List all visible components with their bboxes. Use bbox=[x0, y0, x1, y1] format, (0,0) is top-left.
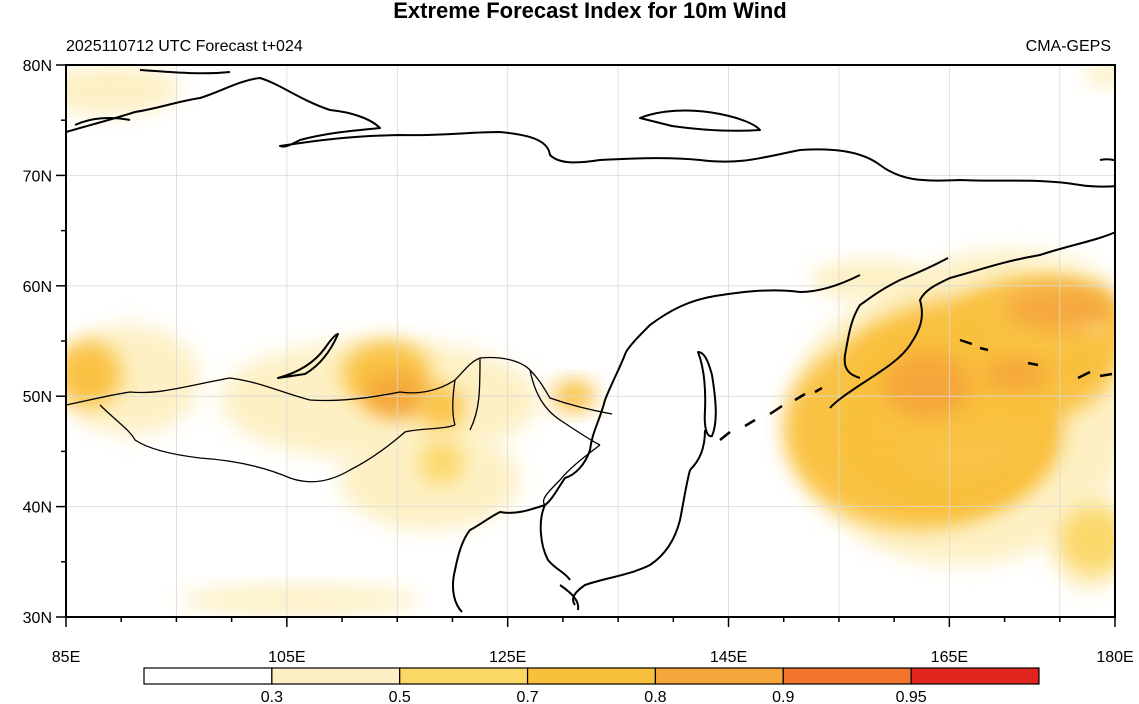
lat-tick-label: 70N bbox=[23, 168, 52, 185]
lon-tick-label: 145E bbox=[710, 649, 747, 666]
efi-patch-south bbox=[180, 585, 420, 615]
efi-hotspot bbox=[66, 341, 122, 408]
lat-tick-label: 30N bbox=[23, 610, 52, 627]
efi-hotspot bbox=[419, 440, 464, 485]
map-axes: 85E 105E 125E 145E 165E 180E 30N 40N 50N 60N 70N 80… bbox=[23, 58, 1134, 666]
lat-tick-label: 60N bbox=[23, 279, 52, 296]
map-title: Extreme Forecast Index for 10m Wind bbox=[393, 0, 787, 23]
efi-hotspot bbox=[883, 352, 972, 419]
coastlines bbox=[66, 69, 1115, 613]
map-gridlines bbox=[66, 65, 1115, 617]
lon-tick-label: 105E bbox=[268, 649, 305, 666]
colorbar-segment bbox=[782, 667, 912, 685]
colorbar-segment bbox=[910, 667, 1040, 685]
colorbar-segment bbox=[526, 667, 657, 685]
colorbar-label: 0.3 bbox=[261, 689, 283, 704]
colorbar-segment bbox=[271, 667, 401, 685]
efi-colorbar: 0.3 0.5 0.7 0.8 0.9 0.95 bbox=[143, 667, 1040, 704]
colorbar-label: 0.95 bbox=[896, 689, 927, 704]
efi-hotspot bbox=[1059, 506, 1115, 573]
lon-tick-label: 180E bbox=[1096, 649, 1133, 666]
colorbar-segment bbox=[143, 667, 273, 685]
lon-tick-label: 85E bbox=[52, 649, 80, 666]
efi-patch-ne-corner bbox=[1085, 65, 1115, 87]
forecast-time-label: 2025110712 UTC Forecast t+024 bbox=[66, 38, 303, 55]
model-name-label: CMA-GEPS bbox=[1025, 38, 1111, 55]
lat-tick-label: 80N bbox=[23, 58, 52, 75]
lat-tick-label: 50N bbox=[23, 389, 52, 406]
colorbar-segment bbox=[399, 667, 529, 685]
efi-hotspot bbox=[982, 357, 1049, 391]
colorbar-label: 0.7 bbox=[516, 689, 538, 704]
efi-patch-okhotsk bbox=[810, 260, 930, 300]
colorbar-label: 0.8 bbox=[644, 689, 666, 704]
lat-tick-label: 40N bbox=[23, 500, 52, 517]
colorbar-label: 0.5 bbox=[389, 689, 411, 704]
lon-tick-label: 125E bbox=[489, 649, 526, 666]
efi-shading bbox=[66, 65, 1115, 615]
efi-patch-arctic bbox=[66, 65, 180, 115]
lon-tick-label: 165E bbox=[931, 649, 968, 666]
country-borders bbox=[66, 356, 613, 506]
colorbar-label: 0.9 bbox=[772, 689, 794, 704]
colorbar-segment bbox=[654, 667, 784, 685]
efi-hotspot bbox=[849, 429, 917, 474]
efi-hotspots bbox=[66, 285, 1115, 573]
